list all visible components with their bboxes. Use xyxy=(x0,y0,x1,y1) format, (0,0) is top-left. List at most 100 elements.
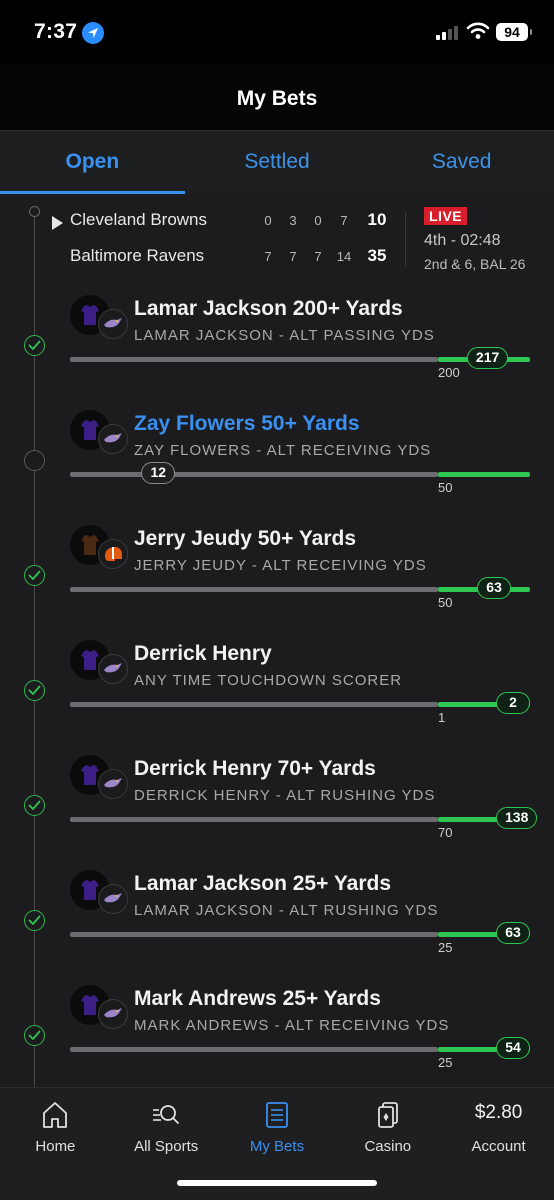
divider xyxy=(405,212,406,266)
tab-settled[interactable]: Settled xyxy=(244,150,310,173)
page-header: My Bets xyxy=(0,64,554,130)
nav-home[interactable]: Home xyxy=(0,1088,111,1200)
target-zone xyxy=(438,817,530,822)
bet-row[interactable]: Lamar Jackson 25+ Yards LAMAR JACKSON - … xyxy=(0,870,554,985)
away-q1: 0 xyxy=(264,213,272,228)
bet-row[interactable]: Jerry Jeudy 50+ Yards JERRY JEUDY - ALT … xyxy=(0,525,554,640)
bet-tabs: Open Settled Saved xyxy=(0,130,554,194)
bet-subtitle: JERRY JEUDY - ALT RECEIVING YDS xyxy=(134,557,427,574)
progress-track xyxy=(70,1047,438,1052)
bet-slip-icon xyxy=(264,1100,290,1130)
home-q2: 7 xyxy=(289,249,297,264)
bet-title: Derrick Henry xyxy=(134,642,272,665)
bet-row[interactable]: Derrick Henry ANY TIME TOUCHDOWN SCORER … xyxy=(0,640,554,755)
home-total: 35 xyxy=(367,246,387,265)
progress-track xyxy=(70,817,438,822)
current-stat-pill: 12 xyxy=(141,462,176,484)
progress-track xyxy=(70,932,438,937)
bet-title: Derrick Henry 70+ Yards xyxy=(134,757,376,780)
won-check-icon xyxy=(24,565,45,586)
bet-row[interactable]: Lamar Jackson 200+ Yards LAMAR JACKSON -… xyxy=(0,295,554,410)
nav-casino[interactable]: Casino xyxy=(332,1088,443,1200)
cards-icon xyxy=(375,1100,401,1130)
current-stat-pill: 63 xyxy=(477,577,512,599)
current-stat-pill: 138 xyxy=(496,807,538,829)
home-q3: 7 xyxy=(314,249,322,264)
team-logo-icon xyxy=(98,999,128,1029)
cellular-signal-icon xyxy=(436,24,462,40)
bet-target-value: 1 xyxy=(438,710,446,725)
location-arrow-icon xyxy=(82,22,104,44)
team-logo-icon xyxy=(98,424,128,454)
target-zone xyxy=(438,932,530,937)
live-badge: LIVE xyxy=(424,207,468,225)
bet-row[interactable]: Derrick Henry 70+ Yards DERRICK HENRY - … xyxy=(0,755,554,870)
bet-row[interactable]: Mark Andrews 25+ Yards MARK ANDREWS - AL… xyxy=(0,985,554,1087)
nav-all-sports[interactable]: All Sports xyxy=(111,1088,222,1200)
play-triangle-icon[interactable] xyxy=(52,216,63,230)
bet-title: Jerry Jeudy 50+ Yards xyxy=(134,527,357,550)
bet-target-value: 50 xyxy=(438,480,453,495)
status-time: 7:37 xyxy=(34,20,78,43)
progress-track xyxy=(70,587,438,592)
bet-subtitle: ZAY FLOWERS - ALT RECEIVING YDS xyxy=(134,442,432,459)
progress-track xyxy=(70,357,438,362)
nav-casino-label: Casino xyxy=(364,1138,412,1155)
account-balance: $2.80 xyxy=(474,1102,523,1123)
target-zone xyxy=(438,1047,530,1052)
won-check-icon xyxy=(24,1025,45,1046)
tab-saved[interactable]: Saved xyxy=(431,150,492,173)
team-logo-icon xyxy=(98,309,128,339)
team-logo-icon xyxy=(98,539,128,569)
bet-target-value: 70 xyxy=(438,825,453,840)
search-sports-icon xyxy=(151,1100,181,1130)
wifi-icon xyxy=(466,22,490,45)
down-distance: 2nd & 6, BAL 26 xyxy=(424,256,526,272)
home-indicator xyxy=(177,1180,377,1186)
battery-indicator: 94 xyxy=(496,23,532,41)
target-zone xyxy=(438,472,530,477)
nav-my-bets-label: My Bets xyxy=(249,1138,305,1155)
away-q2: 3 xyxy=(289,213,297,228)
current-stat-pill: 54 xyxy=(496,1037,530,1059)
page-title: My Bets xyxy=(236,87,318,110)
progress-track xyxy=(70,472,438,477)
team-logo-icon xyxy=(98,654,128,684)
nav-account[interactable]: $2.80 Account xyxy=(443,1088,554,1200)
nav-my-bets[interactable]: My Bets xyxy=(222,1088,333,1200)
bet-title: Lamar Jackson 200+ Yards xyxy=(134,297,403,320)
bet-target-value: 200 xyxy=(438,365,460,380)
bet-row[interactable]: Zay Flowers 50+ Yards ZAY FLOWERS - ALT … xyxy=(0,410,554,525)
current-stat-pill: 63 xyxy=(496,922,530,944)
bet-title: Mark Andrews 25+ Yards xyxy=(134,987,381,1010)
won-check-icon xyxy=(24,335,45,356)
nav-home-label: Home xyxy=(35,1138,76,1155)
team-logo-icon xyxy=(98,769,128,799)
live-game-card[interactable]: Cleveland Browns 0 3 0 7 10 Baltimore Ra… xyxy=(0,200,554,272)
bet-subtitle: ANY TIME TOUCHDOWN SCORER xyxy=(134,672,403,689)
bet-title: Lamar Jackson 25+ Yards xyxy=(134,872,392,895)
game-clock: 4th - 02:48 xyxy=(424,232,501,249)
away-q3: 0 xyxy=(314,213,322,228)
won-check-icon xyxy=(24,680,45,701)
bet-target-value: 25 xyxy=(438,940,453,955)
timeline-rail xyxy=(34,209,35,1087)
home-q4: 14 xyxy=(336,249,352,264)
away-q4: 7 xyxy=(340,213,348,228)
nav-account-label: Account xyxy=(471,1138,526,1155)
tab-open[interactable]: Open xyxy=(0,131,185,194)
bet-subtitle: DERRICK HENRY - ALT RUSHING YDS xyxy=(134,787,436,804)
bet-list[interactable]: Cleveland Browns 0 3 0 7 10 Baltimore Ra… xyxy=(0,194,554,1087)
status-bar: 7:37 94 xyxy=(0,0,554,64)
team-logo-icon xyxy=(98,884,128,914)
home-q1: 7 xyxy=(264,249,272,264)
current-stat-pill: 2 xyxy=(496,692,530,714)
bet-subtitle: MARK ANDREWS - ALT RECEIVING YDS xyxy=(134,1017,450,1034)
timeline-start-dot xyxy=(29,206,40,217)
target-zone xyxy=(438,702,530,707)
bet-title: Zay Flowers 50+ Yards xyxy=(134,412,360,435)
nav-all-sports-label: All Sports xyxy=(134,1138,199,1155)
away-total: 10 xyxy=(367,210,387,229)
bet-subtitle: LAMAR JACKSON - ALT PASSING YDS xyxy=(134,327,435,344)
home-icon xyxy=(41,1100,69,1130)
